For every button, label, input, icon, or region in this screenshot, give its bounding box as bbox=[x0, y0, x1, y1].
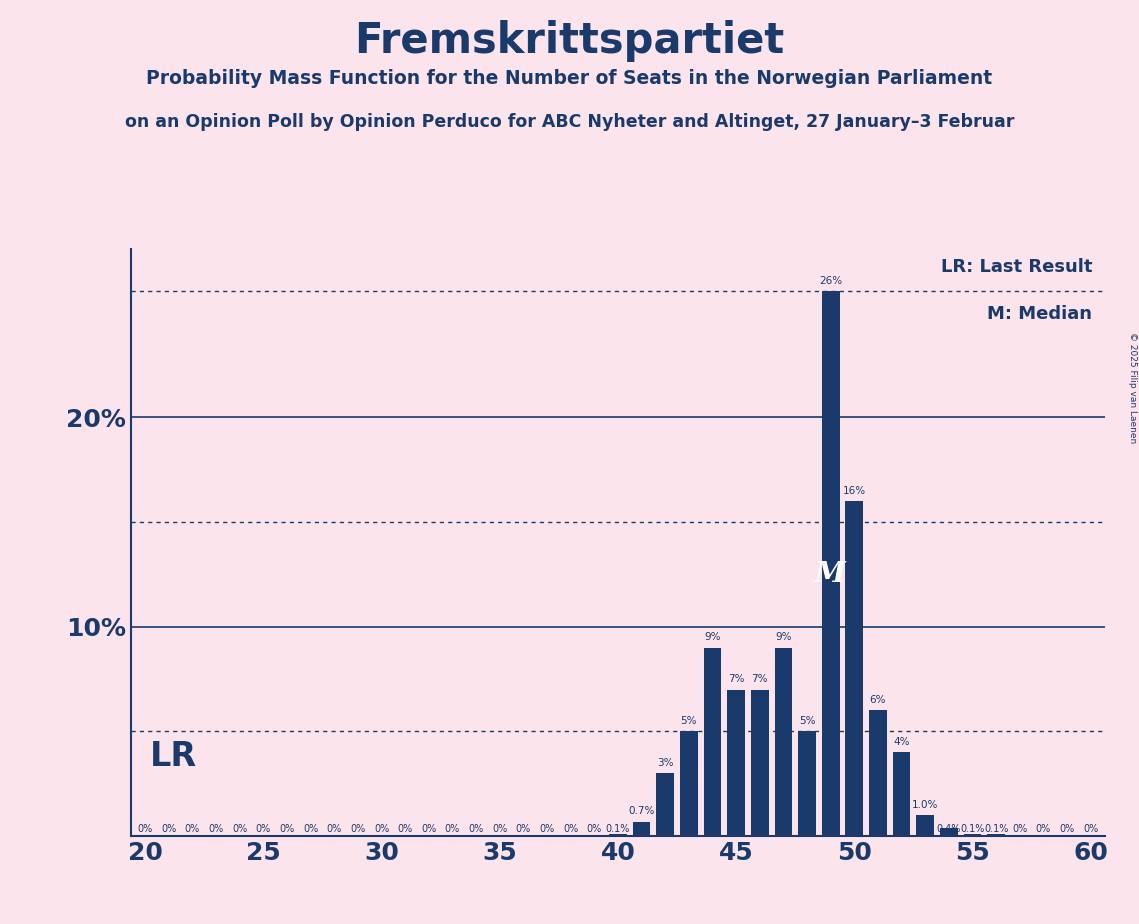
Text: 9%: 9% bbox=[776, 632, 792, 642]
Text: 0%: 0% bbox=[468, 823, 484, 833]
Text: 0%: 0% bbox=[540, 823, 555, 833]
Text: 26%: 26% bbox=[819, 276, 842, 286]
Text: LR: Last Result: LR: Last Result bbox=[941, 259, 1092, 276]
Bar bbox=[656, 773, 674, 836]
Text: 0.4%: 0.4% bbox=[936, 823, 961, 833]
Bar bbox=[916, 815, 934, 836]
Bar bbox=[845, 501, 863, 836]
Text: 0%: 0% bbox=[398, 823, 412, 833]
Text: 4%: 4% bbox=[893, 737, 910, 748]
Text: 0%: 0% bbox=[1035, 823, 1051, 833]
Text: 0.1%: 0.1% bbox=[960, 823, 984, 833]
Text: LR: LR bbox=[150, 740, 197, 773]
Text: Probability Mass Function for the Number of Seats in the Norwegian Parliament: Probability Mass Function for the Number… bbox=[147, 69, 992, 89]
Text: 0%: 0% bbox=[279, 823, 295, 833]
Text: 0.7%: 0.7% bbox=[629, 807, 655, 816]
Text: 0%: 0% bbox=[1083, 823, 1098, 833]
Text: 0%: 0% bbox=[1013, 823, 1027, 833]
Bar bbox=[940, 828, 958, 836]
Text: 6%: 6% bbox=[870, 695, 886, 705]
Bar bbox=[821, 291, 839, 836]
Text: 0%: 0% bbox=[162, 823, 177, 833]
Bar bbox=[632, 821, 650, 836]
Text: 16%: 16% bbox=[843, 486, 866, 495]
Bar bbox=[893, 752, 910, 836]
Text: 0%: 0% bbox=[138, 823, 153, 833]
Text: Fremskrittspartiet: Fremskrittspartiet bbox=[354, 20, 785, 62]
Text: 0%: 0% bbox=[445, 823, 460, 833]
Text: 0.1%: 0.1% bbox=[606, 823, 630, 833]
Bar bbox=[609, 834, 626, 836]
Text: 0.1%: 0.1% bbox=[984, 823, 1008, 833]
Text: 9%: 9% bbox=[704, 632, 721, 642]
Text: 1.0%: 1.0% bbox=[912, 800, 939, 810]
Text: M: M bbox=[816, 561, 846, 588]
Text: 3%: 3% bbox=[657, 758, 673, 768]
Text: 0%: 0% bbox=[1059, 823, 1074, 833]
Bar bbox=[798, 732, 816, 836]
Bar bbox=[751, 689, 769, 836]
Text: 0%: 0% bbox=[232, 823, 247, 833]
Text: on an Opinion Poll by Opinion Perduco for ABC Nyheter and Altinget, 27 January–3: on an Opinion Poll by Opinion Perduco fo… bbox=[125, 113, 1014, 130]
Text: 0%: 0% bbox=[587, 823, 601, 833]
Bar bbox=[704, 648, 721, 836]
Text: 0%: 0% bbox=[374, 823, 390, 833]
Text: 0%: 0% bbox=[327, 823, 342, 833]
Text: 7%: 7% bbox=[728, 675, 745, 685]
Text: 0%: 0% bbox=[208, 823, 223, 833]
Text: M: Median: M: Median bbox=[988, 305, 1092, 323]
Text: 5%: 5% bbox=[798, 716, 816, 726]
Text: © 2025 Filip van Laenen: © 2025 Filip van Laenen bbox=[1129, 333, 1137, 444]
Text: 0%: 0% bbox=[421, 823, 436, 833]
Bar bbox=[775, 648, 793, 836]
Text: 7%: 7% bbox=[752, 675, 768, 685]
Bar bbox=[964, 834, 982, 836]
Text: 0%: 0% bbox=[256, 823, 271, 833]
Bar bbox=[869, 711, 887, 836]
Text: 0%: 0% bbox=[516, 823, 531, 833]
Bar bbox=[727, 689, 745, 836]
Bar bbox=[988, 834, 1005, 836]
Text: 0%: 0% bbox=[492, 823, 507, 833]
Text: 0%: 0% bbox=[185, 823, 200, 833]
Text: 5%: 5% bbox=[681, 716, 697, 726]
Bar bbox=[680, 732, 698, 836]
Text: 0%: 0% bbox=[563, 823, 579, 833]
Text: 0%: 0% bbox=[303, 823, 318, 833]
Text: 0%: 0% bbox=[351, 823, 366, 833]
